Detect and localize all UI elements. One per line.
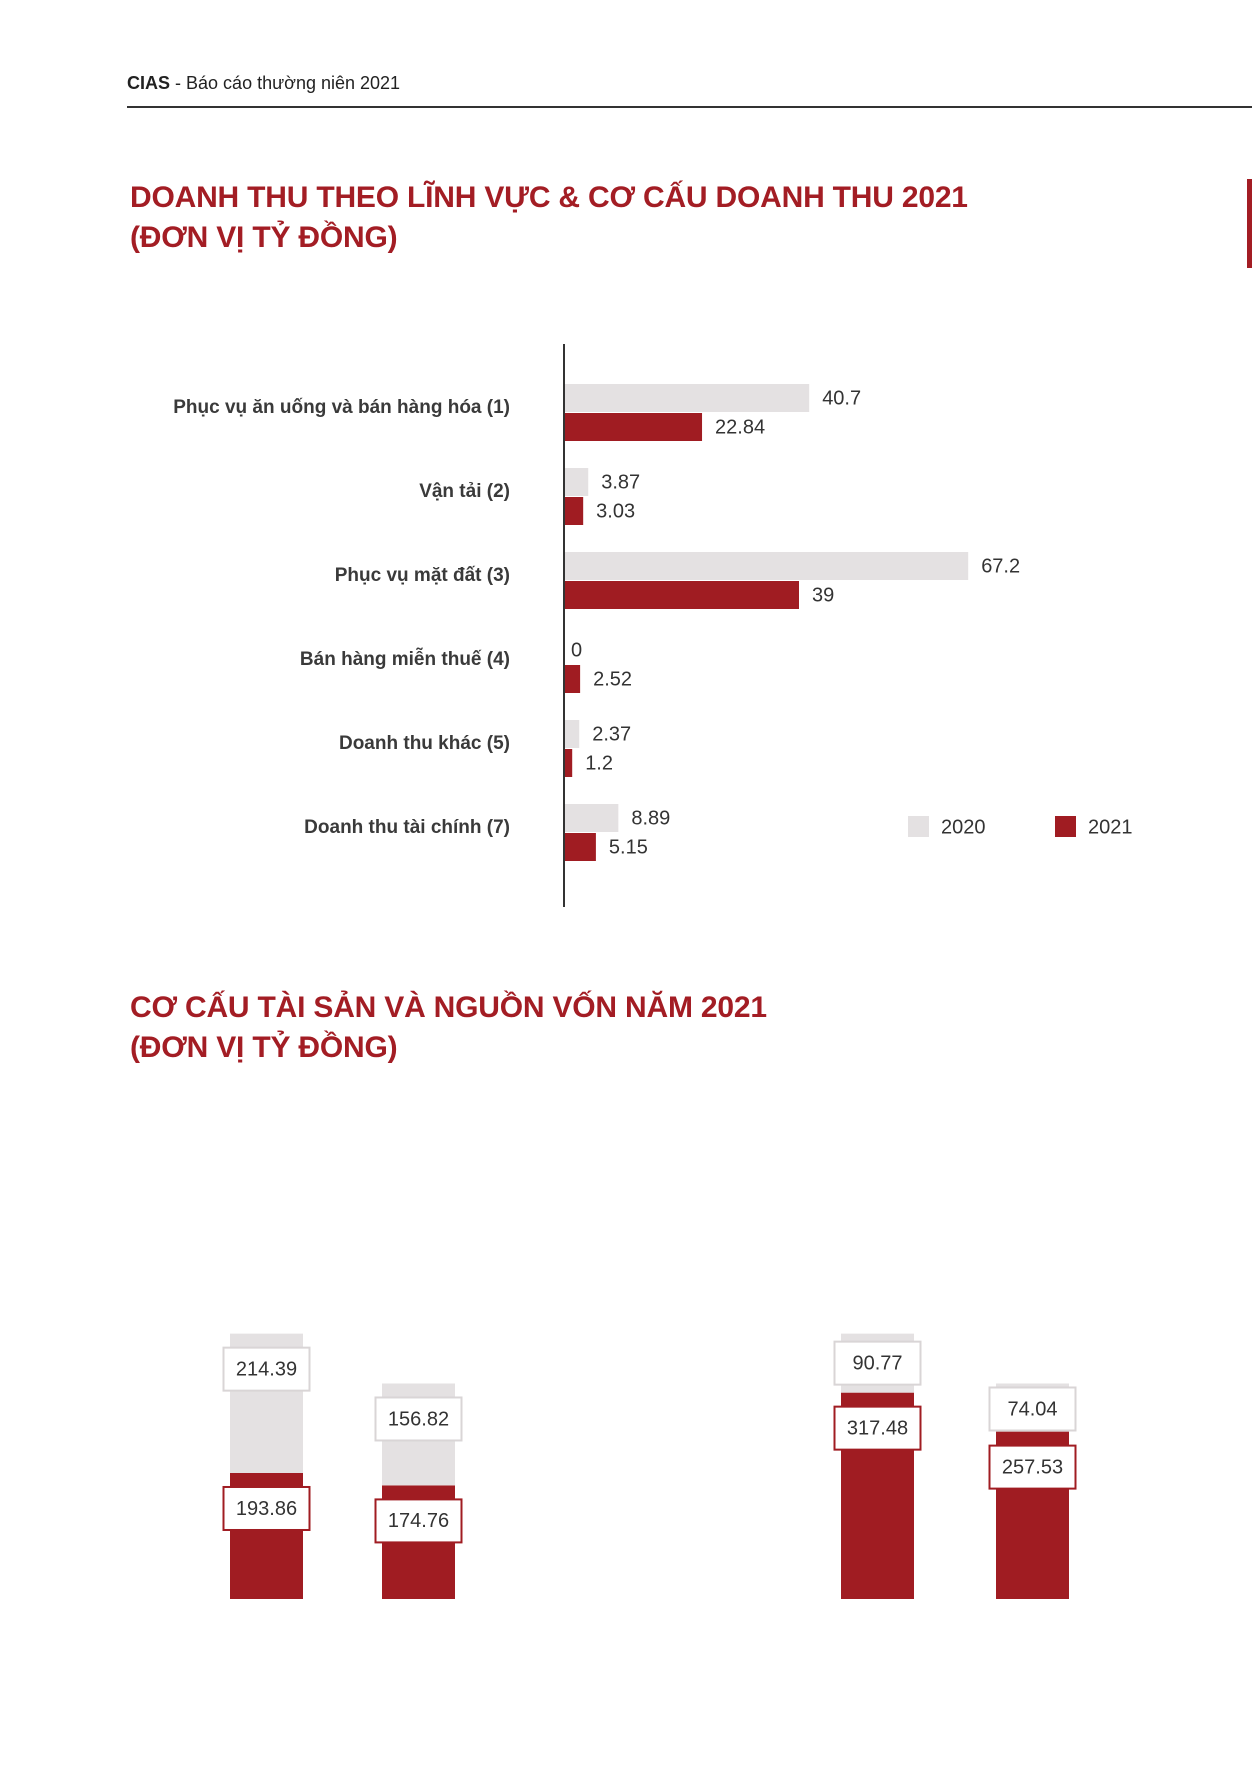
legend-label-2021: 2021	[1088, 816, 1133, 838]
bar-2021	[565, 413, 703, 441]
value-label-2020: 67.2	[981, 555, 1020, 577]
bar-2020	[565, 552, 969, 580]
value-label-2021: 2.52	[593, 668, 632, 690]
value-label-2020: 8.89	[631, 807, 670, 829]
category-label: Doanh thu khác (5)	[339, 733, 510, 754]
category-label: Vận tải (2)	[419, 481, 510, 502]
header-title: - Báo cáo thường niên 2021	[175, 73, 401, 93]
revenue-chart-unit: (ĐƠN VỊ TỶ ĐỒNG)	[130, 221, 398, 254]
value-label: 317.48	[847, 1417, 908, 1439]
legend-swatch-2020	[908, 816, 929, 837]
bar-2020	[565, 384, 810, 412]
value-label: 257.53	[1002, 1456, 1063, 1478]
category-label: Phục vụ mặt đất (3)	[335, 565, 510, 586]
value-label: 214.39	[236, 1358, 297, 1380]
value-label-box	[374, 1396, 463, 1442]
value-label-box	[988, 1444, 1077, 1490]
value-label-box	[833, 1340, 922, 1386]
value-label-box	[988, 1386, 1077, 1432]
bar-2020	[565, 720, 580, 748]
page-header: CIAS - Báo cáo thường niên 2021	[127, 72, 400, 94]
category-label: Bán hàng miễn thuế (4)	[300, 648, 510, 670]
edge-accent-bar	[1247, 179, 1252, 268]
legend-label-2020: 2020	[941, 816, 986, 838]
bar-2021	[565, 749, 573, 777]
revenue-section-title: DOANH THU THEO LĨNH VỰC & CƠ CẤU DOANH T…	[130, 178, 968, 258]
bar-2021	[565, 497, 584, 525]
bar-2020	[565, 804, 619, 832]
value-label-2020: 0	[571, 639, 582, 661]
header-divider	[127, 106, 1252, 108]
category-label: Doanh thu tài chính (7)	[304, 817, 510, 838]
value-label-2021: 22.84	[715, 416, 765, 438]
value-label: 193.86	[236, 1498, 297, 1520]
bar-2021	[565, 833, 596, 861]
category-label: Phục vụ ăn uống và bán hàng hóa (1)	[173, 397, 510, 418]
value-label-2021: 5.15	[609, 836, 648, 858]
value-label-box	[374, 1498, 463, 1544]
value-label-box	[222, 1485, 311, 1531]
value-label-2021: 39	[812, 584, 834, 606]
balance-stacked-bar-chart: 193.86 214.39 174.76 156.82 317.48 90.77 257.5…	[222, 1333, 1077, 1599]
balance-section-title: CƠ CẤU TÀI SẢN VÀ NGUỒN VỐN NĂM 2021 (ĐƠ…	[130, 988, 767, 1068]
value-label: 74.04	[1007, 1398, 1057, 1420]
value-label-2020: 2.37	[592, 723, 631, 745]
bar-2020	[565, 468, 589, 496]
value-label-box	[222, 1346, 311, 1392]
value-label-box	[833, 1405, 922, 1451]
balance-chart-unit: (ĐƠN VỊ TỶ ĐỒNG)	[130, 1031, 398, 1064]
revenue-bar-chart: Phục vụ ăn uống và bán hàng hóa (1) 40.7 2…	[173, 344, 1133, 907]
value-label-2021: 3.03	[596, 500, 635, 522]
value-label-2020: 40.7	[822, 387, 861, 409]
value-label: 90.77	[852, 1352, 902, 1374]
header-brand: CIAS	[127, 73, 171, 93]
value-label: 174.76	[388, 1510, 449, 1532]
legend-swatch-2021	[1055, 816, 1076, 837]
value-label: 156.82	[388, 1408, 449, 1430]
balance-chart-title: CƠ CẤU TÀI SẢN VÀ NGUỒN VỐN NĂM 2021	[130, 991, 767, 1024]
value-label-2020: 3.87	[601, 471, 640, 493]
value-label-2021: 1.2	[585, 752, 613, 774]
bar-2021	[565, 665, 581, 693]
bar-2021	[565, 581, 799, 609]
revenue-chart-title: DOANH THU THEO LĨNH VỰC & CƠ CẤU DOANH T…	[130, 181, 968, 214]
